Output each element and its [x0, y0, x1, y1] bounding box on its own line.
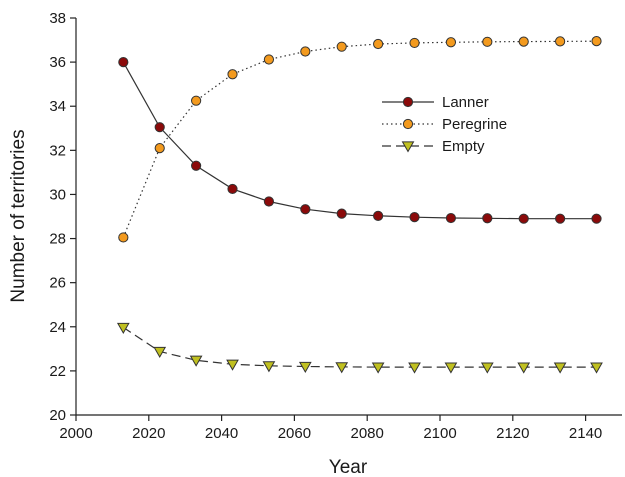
data-point-peregrine: [482, 36, 493, 47]
y-tick-label: 36: [49, 54, 66, 71]
data-point-empty: [298, 361, 312, 373]
data-point-peregrine: [336, 41, 347, 52]
data-point-peregrine: [591, 36, 602, 47]
data-point-empty: [517, 362, 531, 374]
y-tick-label: 38: [49, 10, 66, 27]
y-tick-label: 34: [49, 98, 66, 115]
legend: Lanner Peregrine Empty: [382, 94, 507, 155]
data-point-empty: [408, 362, 421, 374]
x-tick-label: 2020: [132, 425, 165, 442]
data-point-peregrine: [373, 38, 384, 50]
data-point-peregrine: [154, 143, 165, 154]
data-point-peregrine: [445, 37, 457, 48]
data-point-lanner: [591, 213, 602, 224]
legend-marker-lanner: [402, 96, 414, 108]
x-tick-label: 2000: [59, 425, 92, 442]
x-axis: 2000 2020 2040 2060 2080 2100 2120 2140: [59, 415, 602, 442]
y-tick-label: 28: [49, 231, 66, 248]
data-point-lanner: [445, 212, 457, 224]
series-empty: [116, 322, 603, 374]
series-line-empty: [122, 326, 597, 368]
data-point-lanner: [263, 196, 275, 207]
data-point-lanner: [518, 213, 529, 224]
data-point-peregrine: [555, 36, 566, 47]
legend-label-lanner: Lanner: [442, 94, 489, 111]
data-point-empty: [153, 346, 167, 358]
y-axis: 20 22 24 26 28 30 32 34 36 38: [49, 10, 76, 424]
data-point-empty: [444, 362, 458, 374]
y-tick-label: 24: [49, 319, 66, 336]
data-point-lanner: [227, 183, 238, 195]
data-point-lanner: [409, 212, 420, 223]
data-point-lanner: [118, 57, 129, 68]
series-lanner: [118, 57, 602, 224]
x-axis-title: Year: [329, 457, 368, 477]
data-point-peregrine: [227, 69, 238, 80]
x-tick-label: 2040: [205, 425, 238, 442]
series-line-lanner: [122, 61, 597, 220]
series-line-peregrine: [122, 40, 597, 238]
data-point-empty: [262, 361, 276, 373]
y-tick-label: 32: [49, 142, 66, 159]
x-tick-label: 2100: [423, 425, 456, 442]
legend-label-peregrine: Peregrine: [442, 116, 507, 133]
data-point-empty: [116, 322, 130, 334]
y-tick-label: 30: [49, 186, 66, 203]
data-point-empty: [226, 359, 239, 371]
data-point-peregrine: [191, 95, 202, 106]
y-tick-label: 26: [49, 275, 66, 292]
series-layer: [116, 36, 603, 374]
data-point-peregrine: [409, 37, 420, 49]
legend-label-empty: Empty: [442, 138, 485, 155]
data-point-empty: [189, 355, 203, 367]
data-point-peregrine: [300, 46, 311, 57]
data-point-lanner: [373, 210, 384, 221]
legend-marker-peregrine: [402, 118, 414, 130]
y-tick-label: 22: [49, 363, 66, 380]
data-point-lanner: [154, 122, 165, 133]
data-point-empty: [480, 362, 494, 374]
data-point-peregrine: [518, 36, 529, 47]
data-point-empty: [590, 362, 603, 374]
data-point-peregrine: [118, 232, 129, 243]
data-point-peregrine: [263, 54, 275, 65]
y-tick-label: 20: [49, 407, 66, 424]
x-tick-label: 2120: [496, 425, 529, 442]
plot-area: [75, 18, 622, 416]
data-point-lanner: [555, 213, 566, 224]
data-point-lanner: [191, 160, 202, 171]
legend-marker-empty: [401, 141, 415, 153]
x-tick-label: 2060: [278, 425, 311, 442]
series-peregrine: [118, 36, 602, 243]
x-tick-label: 2140: [569, 425, 602, 442]
y-axis-title: Number of territories: [8, 129, 29, 302]
data-point-empty: [371, 362, 385, 374]
x-tick-label: 2080: [351, 425, 384, 442]
data-point-lanner: [482, 213, 493, 224]
data-point-lanner: [336, 208, 347, 219]
data-point-empty: [335, 362, 349, 374]
data-point-lanner: [300, 204, 311, 215]
data-point-empty: [553, 362, 567, 374]
